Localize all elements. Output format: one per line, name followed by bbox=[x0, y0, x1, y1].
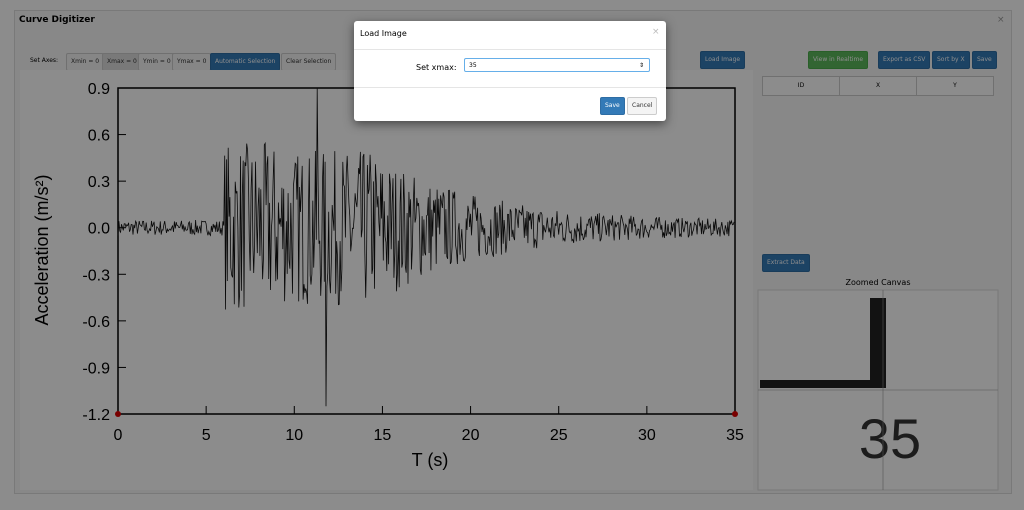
x-label: T (s) bbox=[412, 450, 449, 470]
divider bbox=[354, 49, 666, 50]
y-tick-label: 0.6 bbox=[88, 128, 110, 145]
modal-close[interactable]: × bbox=[652, 27, 660, 37]
table-header: Y bbox=[953, 82, 957, 89]
y-tick-label: -0.3 bbox=[82, 267, 110, 284]
zoom-title: Zoomed Canvas bbox=[845, 278, 911, 287]
app-title: Curve Digitizer bbox=[19, 15, 95, 25]
y-tick-label: -0.9 bbox=[82, 360, 110, 377]
input-value: 35 bbox=[469, 62, 477, 69]
data-table: ID X Y bbox=[762, 76, 994, 96]
xmax-input[interactable]: 35 ⇕ bbox=[464, 58, 650, 72]
y-tick-label: -0.6 bbox=[82, 314, 110, 331]
export-button[interactable]: Export as CSV bbox=[878, 51, 931, 69]
x-tick-label: 15 bbox=[374, 427, 392, 444]
zoom-axis bbox=[760, 380, 886, 388]
x-tick-label: 35 bbox=[726, 427, 744, 444]
save-button[interactable]: Save bbox=[972, 51, 997, 69]
x-tick-label: 20 bbox=[462, 427, 480, 444]
set-axes-label: Set Axes: bbox=[30, 57, 59, 64]
x-tick-label: 25 bbox=[550, 427, 568, 444]
sort-button[interactable]: Sort by X bbox=[932, 51, 970, 69]
x-tick-label: 0 bbox=[114, 427, 123, 444]
zoom-digit-stroke bbox=[870, 298, 886, 388]
modal-label: Set xmax: bbox=[416, 63, 457, 72]
marker bbox=[732, 411, 738, 417]
y-tick-label: 0.0 bbox=[88, 221, 110, 238]
table-header: ID bbox=[763, 77, 840, 95]
divider bbox=[354, 87, 666, 88]
modal: Load Image × Set xmax: 35 ⇕ Save Cancel bbox=[354, 21, 666, 121]
image-canvas bbox=[20, 70, 753, 490]
modal-cancel[interactable]: Cancel bbox=[627, 97, 658, 115]
load-button[interactable]: Load Image bbox=[700, 51, 746, 69]
x-tick-label: 30 bbox=[638, 427, 656, 444]
waveform bbox=[117, 87, 735, 407]
marker bbox=[115, 411, 121, 417]
zoom-number: 35 bbox=[859, 407, 921, 470]
table-header: X bbox=[840, 77, 917, 95]
y-label: Acceleration (m/s²) bbox=[32, 174, 52, 325]
x-tick-label: 10 bbox=[285, 427, 303, 444]
modal-title: Load Image bbox=[360, 29, 407, 38]
modal-save[interactable]: Save bbox=[600, 97, 625, 115]
y-tick-label: 0.9 bbox=[88, 81, 110, 98]
y-tick-label: 0.3 bbox=[88, 174, 110, 191]
extract-button[interactable]: Extract Data bbox=[762, 254, 810, 272]
realtime-button[interactable]: View in Realtime bbox=[808, 51, 869, 69]
app-close[interactable]: × bbox=[997, 15, 1005, 25]
x-tick-label: 5 bbox=[202, 427, 211, 444]
y-tick-label: -1.2 bbox=[82, 407, 110, 424]
